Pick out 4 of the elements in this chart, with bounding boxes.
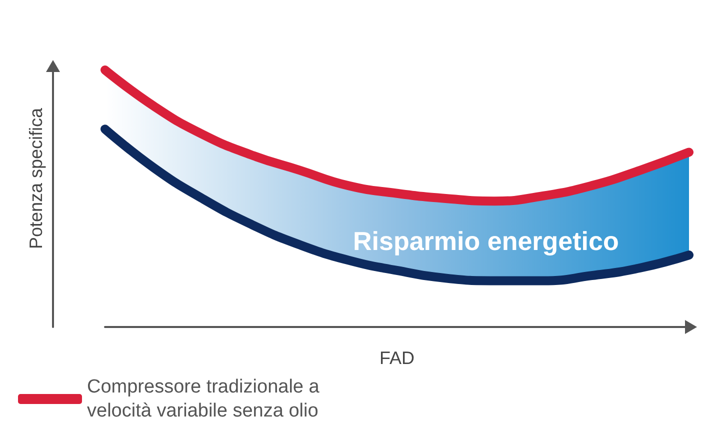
annotation: Risparmio energetico — [353, 226, 619, 256]
y-axis-title: Potenza specifica — [26, 106, 46, 250]
x-axis-title: FAD — [379, 348, 415, 368]
legend-label: Compressore tradizionale a velocità variabile senza olio — [87, 376, 325, 422]
